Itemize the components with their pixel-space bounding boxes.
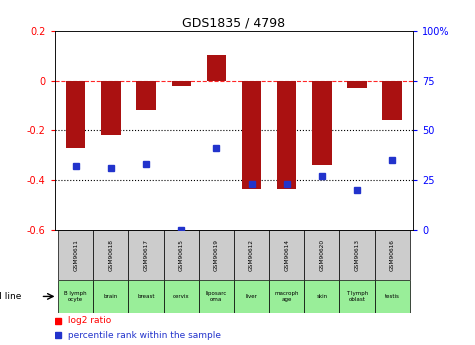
Bar: [58, 280, 93, 313]
Text: log2 ratio: log2 ratio: [66, 316, 112, 325]
Bar: [66, 81, 86, 148]
Text: GSM90614: GSM90614: [284, 239, 289, 271]
Text: GSM90619: GSM90619: [214, 239, 219, 271]
Text: skin: skin: [316, 294, 327, 299]
Bar: [242, 81, 261, 189]
Bar: [93, 230, 128, 280]
Bar: [304, 280, 340, 313]
Bar: [375, 230, 410, 280]
Bar: [269, 280, 304, 313]
Bar: [207, 55, 226, 81]
Bar: [128, 230, 163, 280]
Text: cervix: cervix: [173, 294, 190, 299]
Bar: [375, 280, 410, 313]
Bar: [163, 280, 199, 313]
Title: GDS1835 / 4798: GDS1835 / 4798: [182, 17, 285, 30]
Text: liposarc
oma: liposarc oma: [206, 291, 227, 302]
Text: GSM90620: GSM90620: [319, 239, 324, 271]
Bar: [101, 81, 121, 135]
Text: cell line: cell line: [0, 292, 21, 301]
Bar: [93, 280, 128, 313]
Bar: [312, 81, 332, 165]
Text: macroph
age: macroph age: [275, 291, 299, 302]
Text: GSM90615: GSM90615: [179, 239, 184, 271]
Text: GSM90612: GSM90612: [249, 239, 254, 271]
Bar: [382, 81, 402, 120]
Text: T lymph
oblast: T lymph oblast: [346, 291, 368, 302]
Text: GSM90611: GSM90611: [73, 239, 78, 271]
Text: B lymph
ocyte: B lymph ocyte: [65, 291, 87, 302]
Bar: [340, 280, 375, 313]
Text: GSM90618: GSM90618: [108, 239, 114, 271]
Bar: [269, 230, 304, 280]
Bar: [58, 230, 93, 280]
Bar: [304, 230, 340, 280]
Bar: [171, 81, 191, 86]
Text: GSM90616: GSM90616: [390, 239, 395, 271]
Text: liver: liver: [246, 294, 257, 299]
Bar: [340, 230, 375, 280]
Text: GSM90613: GSM90613: [354, 239, 360, 271]
Bar: [163, 230, 199, 280]
Text: testis: testis: [385, 294, 399, 299]
Text: percentile rank within the sample: percentile rank within the sample: [66, 331, 221, 340]
Bar: [347, 81, 367, 88]
Text: brain: brain: [104, 294, 118, 299]
Bar: [277, 81, 296, 189]
Bar: [128, 280, 163, 313]
Text: breast: breast: [137, 294, 155, 299]
Text: GSM90617: GSM90617: [143, 239, 149, 271]
Bar: [234, 230, 269, 280]
Bar: [234, 280, 269, 313]
Bar: [136, 81, 156, 110]
Bar: [199, 230, 234, 280]
Bar: [199, 280, 234, 313]
